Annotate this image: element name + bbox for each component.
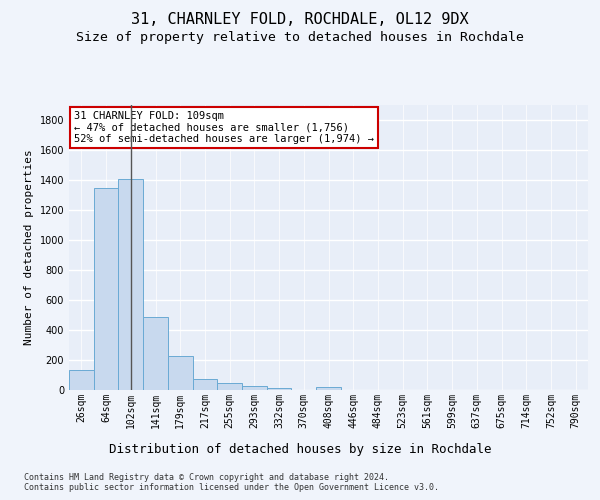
Y-axis label: Number of detached properties: Number of detached properties <box>24 150 34 346</box>
Text: Size of property relative to detached houses in Rochdale: Size of property relative to detached ho… <box>76 31 524 44</box>
Bar <box>267 388 292 390</box>
Bar <box>217 383 242 390</box>
Text: 31, CHARNLEY FOLD, ROCHDALE, OL12 9DX: 31, CHARNLEY FOLD, ROCHDALE, OL12 9DX <box>131 12 469 28</box>
Text: 31 CHARNLEY FOLD: 109sqm
← 47% of detached houses are smaller (1,756)
52% of sem: 31 CHARNLEY FOLD: 109sqm ← 47% of detach… <box>74 110 374 144</box>
Bar <box>94 188 118 390</box>
Bar <box>143 316 168 390</box>
Bar <box>242 386 267 390</box>
Bar <box>168 356 193 390</box>
Text: Distribution of detached houses by size in Rochdale: Distribution of detached houses by size … <box>109 442 491 456</box>
Bar <box>118 178 143 390</box>
Bar <box>69 370 94 390</box>
Bar <box>316 388 341 390</box>
Text: Contains HM Land Registry data © Crown copyright and database right 2024.
Contai: Contains HM Land Registry data © Crown c… <box>24 472 439 492</box>
Bar <box>193 379 217 390</box>
